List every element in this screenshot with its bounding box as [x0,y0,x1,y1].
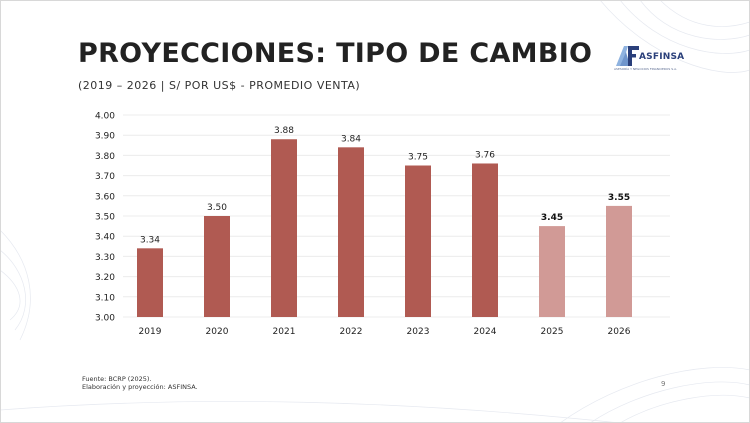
y-tick-label: 4.00 [95,112,115,122]
x-tick-label: 2022 [340,327,363,337]
page-subtitle: (2019 – 2026 | S/ POR US$ - PROMEDIO VEN… [78,79,361,92]
y-tick-label: 3.10 [95,293,115,303]
x-tick-label: 2024 [474,327,497,337]
exchange-rate-bar-chart: 3.00 3.10 3.20 3.30 3.40 3.50 3.60 3.70 3.80 3.90… [95,112,670,337]
page-title: PROYECCIONES: TIPO DE CAMBIO [78,38,593,69]
data-label: 3.76 [475,150,495,160]
data-label: 3.45 [541,213,563,223]
x-tick-label: 2021 [273,327,296,337]
y-tick-label: 3.90 [95,132,115,142]
data-label: 3.75 [408,153,428,163]
x-tick-label: 2025 [541,327,564,337]
bar-2021 [271,139,297,317]
logo-tagline: ASESORÍA Y NEGOCIOS FINANCIEROS S.A. [614,67,678,71]
chart-panel: 3.00 3.10 3.20 3.30 3.40 3.50 3.60 3.70 3.80 3.90… [75,101,680,353]
page-number: 9 [661,380,666,388]
data-label: 3.34 [140,235,160,245]
asfinsa-logo-icon [616,46,639,66]
y-tick-label: 3.40 [95,233,115,243]
bar-2026 [606,205,632,317]
data-label: 3.84 [341,134,361,144]
bar-2023 [405,165,431,317]
bar-2020 [204,216,230,317]
y-tick-label: 3.20 [95,273,115,283]
y-tick-label: 3.60 [95,192,115,202]
x-tick-label: 2023 [407,327,430,337]
data-label: 3.55 [608,193,630,203]
y-tick-label: 3.50 [95,213,115,223]
x-tick-label: 2026 [608,327,631,337]
x-tick-label: 2020 [206,327,229,337]
data-label: 3.50 [207,203,227,213]
x-tick-label: 2019 [139,327,162,337]
company-logo: ASFINSA ASESORÍA Y NEGOCIOS FINANCIEROS … [612,44,684,74]
footer-notes: Fuente: BCRP (2025). Elaboración y proye… [82,375,198,391]
bar-2019 [137,248,163,317]
bar-2025 [539,226,565,317]
y-tick-label: 3.30 [95,253,115,263]
y-tick-label: 3.80 [95,152,115,162]
footer-elaboration: Elaboración y proyección: ASFINSA. [82,383,198,391]
y-tick-label: 3.00 [95,314,115,324]
logo-name: ASFINSA [639,52,685,62]
footer-source: Fuente: BCRP (2025). [82,375,152,383]
bar-2022 [338,147,364,317]
data-label: 3.88 [274,126,294,136]
bar-2024 [472,163,498,317]
y-tick-label: 3.70 [95,172,115,182]
